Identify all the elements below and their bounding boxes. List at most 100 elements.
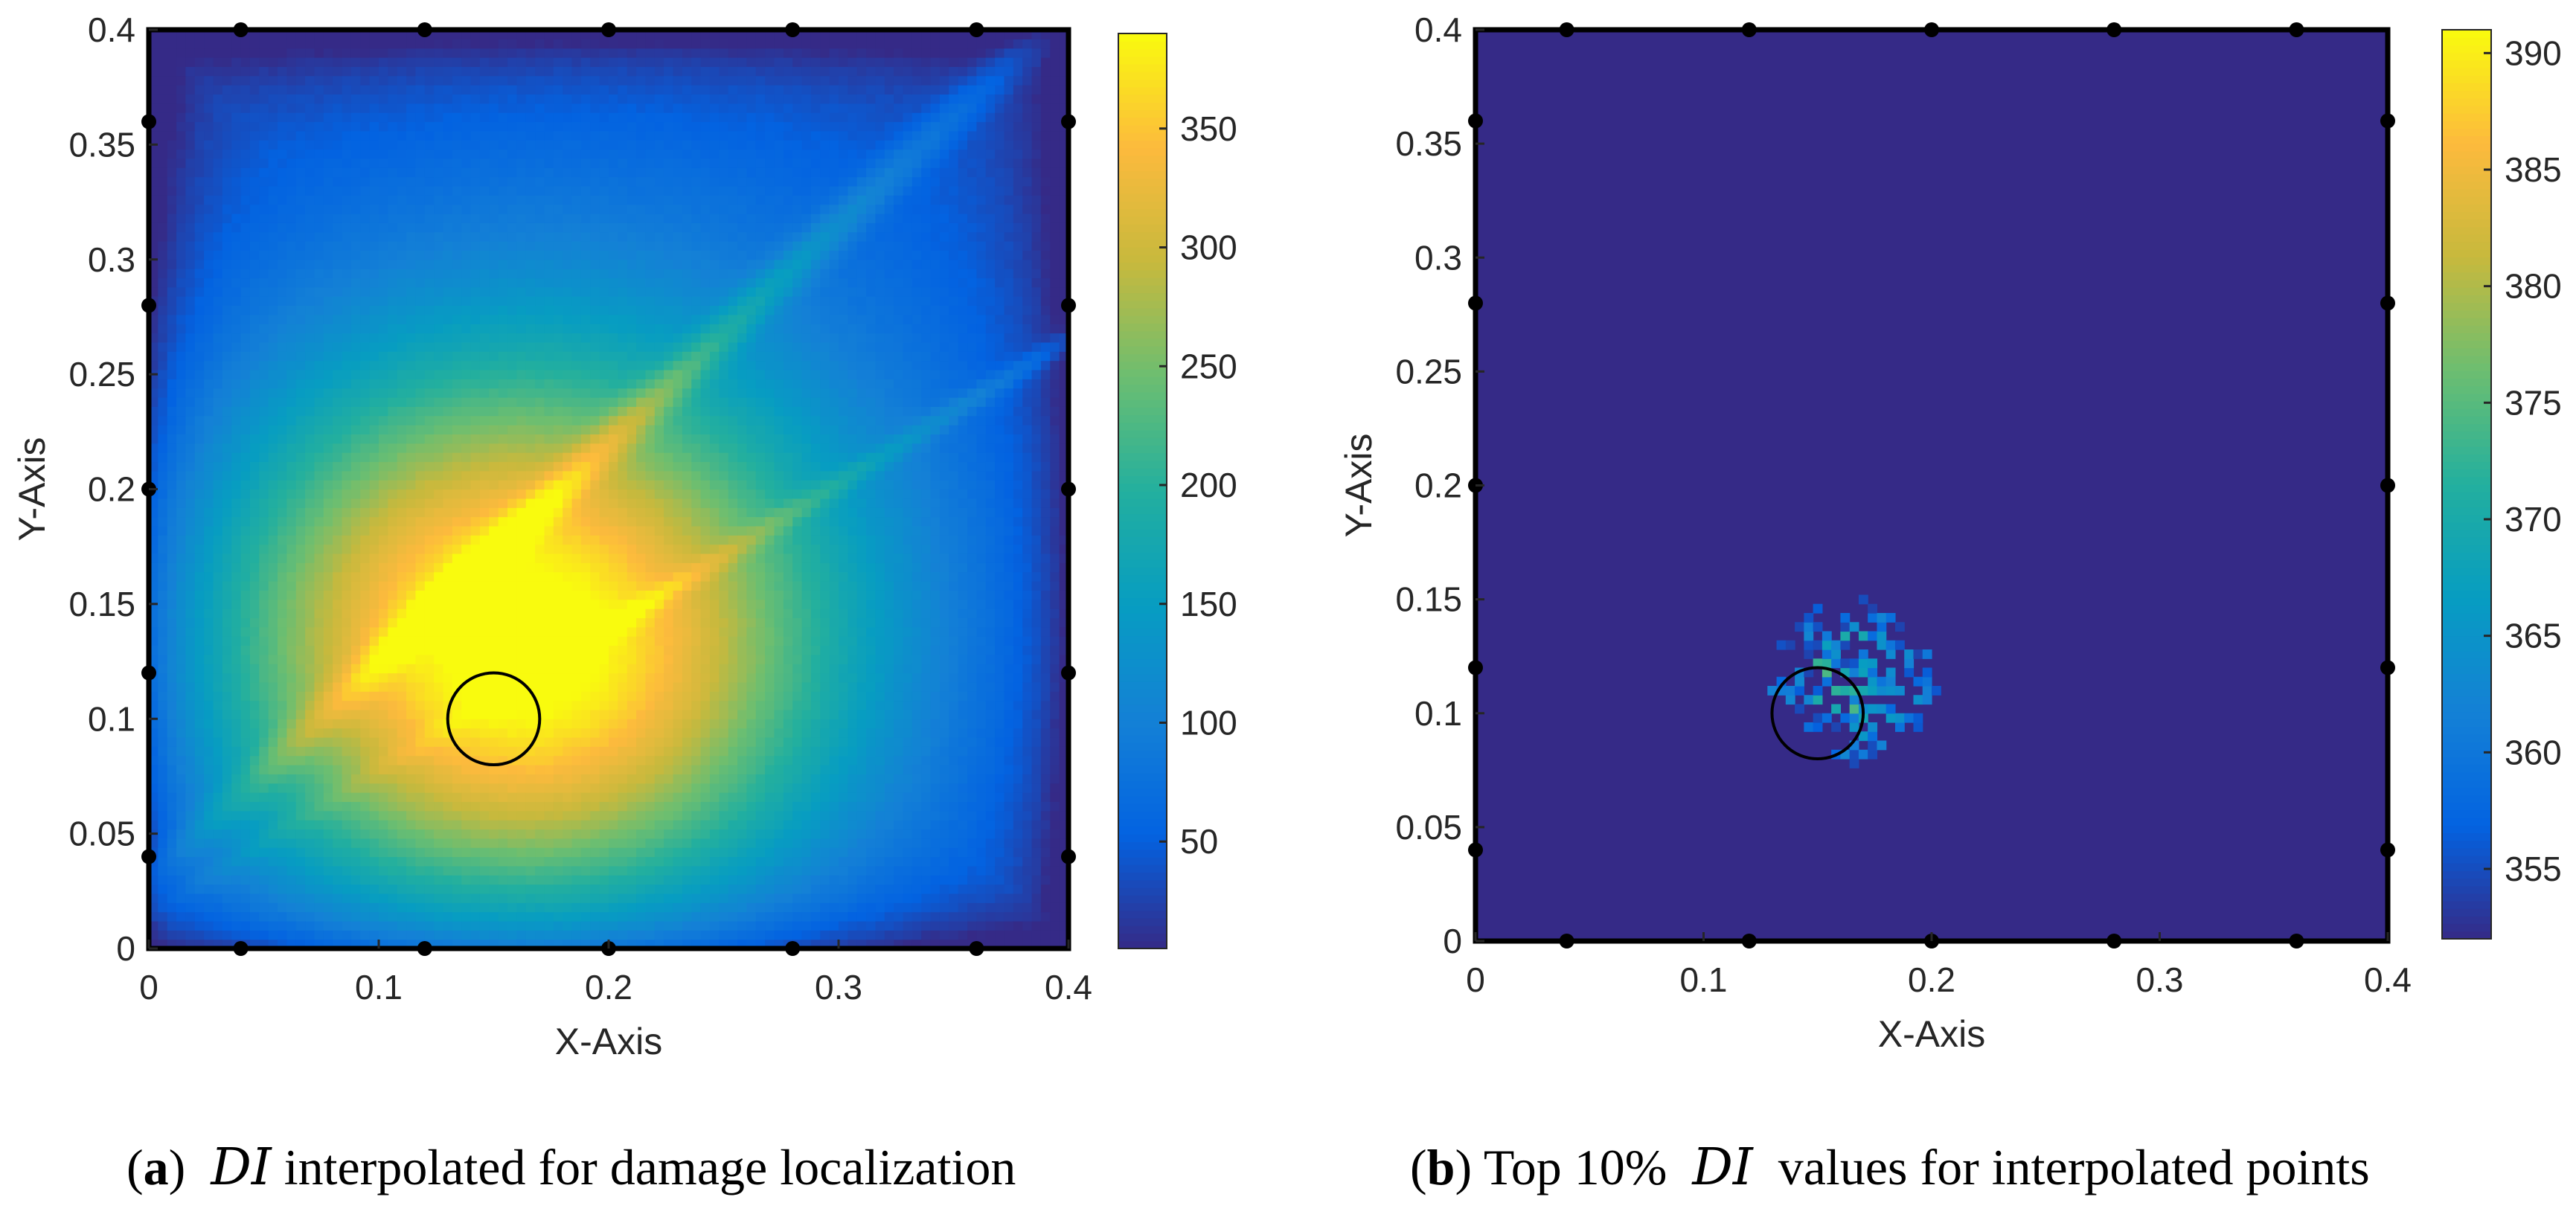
heatmap-cell xyxy=(240,48,251,58)
heatmap-cell xyxy=(222,820,232,830)
heatmap-cell xyxy=(406,434,417,444)
heatmap-cell xyxy=(461,185,472,196)
heatmap-cell xyxy=(222,66,232,77)
heatmap-cell xyxy=(535,66,545,77)
heatmap-cell xyxy=(424,920,435,931)
heatmap-cell xyxy=(470,681,481,692)
heatmap-cell xyxy=(590,654,600,664)
heatmap-cell xyxy=(535,489,545,499)
heatmap-cell xyxy=(314,590,324,600)
heatmap-cell xyxy=(452,277,462,288)
heatmap-cell xyxy=(167,654,177,664)
heatmap-cell xyxy=(286,838,297,848)
heatmap-cell xyxy=(259,379,269,389)
heatmap-cell xyxy=(388,48,398,58)
heatmap-cell xyxy=(571,847,582,858)
heatmap-cell xyxy=(379,415,388,426)
heatmap-cell xyxy=(397,397,407,407)
heatmap-cell xyxy=(590,709,600,719)
heatmap-cell xyxy=(286,214,297,223)
heatmap-cell xyxy=(590,112,600,123)
heatmap-cell xyxy=(240,774,251,784)
heatmap-cell xyxy=(590,875,600,885)
heatmap-cell xyxy=(185,305,196,315)
heatmap-cell xyxy=(388,645,398,655)
heatmap-cell xyxy=(498,765,508,774)
heatmap-cell xyxy=(360,617,371,628)
heatmap-cell xyxy=(470,241,481,251)
heatmap-cell xyxy=(249,360,260,370)
heatmap-cell xyxy=(599,847,609,858)
heatmap-cell xyxy=(489,755,499,765)
heatmap-cell xyxy=(443,214,453,223)
heatmap-cell xyxy=(204,829,214,839)
heatmap-cell xyxy=(388,214,398,223)
heatmap-cell xyxy=(278,728,287,738)
heatmap-cell xyxy=(305,810,315,821)
heatmap-cell xyxy=(222,516,232,527)
heatmap-cell xyxy=(443,856,453,867)
heatmap-cell xyxy=(176,755,187,765)
heatmap-cell xyxy=(415,231,426,242)
heatmap-cell xyxy=(479,277,490,288)
heatmap-cell xyxy=(213,810,223,821)
heatmap-cell xyxy=(590,250,600,260)
heatmap-cell xyxy=(590,425,600,434)
heatmap-cell xyxy=(535,884,545,894)
heatmap-cell xyxy=(498,140,508,150)
heatmap-cell xyxy=(424,801,435,812)
heatmap-cell xyxy=(470,847,481,858)
heatmap-cell xyxy=(194,406,205,417)
heatmap-cell xyxy=(249,865,260,876)
heatmap-cell xyxy=(580,719,591,729)
heatmap-cell xyxy=(158,176,168,187)
heatmap-cell xyxy=(434,609,444,618)
heatmap-cell xyxy=(452,379,462,389)
heatmap-cell xyxy=(350,48,361,58)
heatmap-cell xyxy=(333,360,343,370)
heatmap-cell xyxy=(323,617,333,628)
heatmap-cell xyxy=(286,231,297,242)
heatmap-cell xyxy=(516,507,527,518)
heatmap-cell xyxy=(194,728,205,738)
heatmap-cell xyxy=(406,360,417,370)
heatmap-cell xyxy=(369,130,379,141)
heatmap-cell xyxy=(525,700,536,710)
heatmap-cell xyxy=(194,746,205,757)
heatmap-cell xyxy=(259,369,269,379)
heatmap-cell xyxy=(167,103,177,113)
heatmap-cell xyxy=(249,214,260,223)
heatmap-cell xyxy=(397,911,407,922)
heatmap-cell xyxy=(544,360,554,370)
heatmap-cell xyxy=(240,746,251,757)
heatmap-cell xyxy=(323,57,333,67)
heatmap-cell xyxy=(535,820,545,830)
heatmap-cell xyxy=(516,609,527,618)
heatmap-cell xyxy=(350,893,361,903)
heatmap-cell xyxy=(443,911,453,922)
heatmap-cell xyxy=(516,911,527,922)
heatmap-cell xyxy=(204,544,214,554)
heatmap-cell xyxy=(489,333,499,343)
heatmap-cell xyxy=(424,149,435,159)
heatmap-cell xyxy=(350,884,361,894)
heatmap-cell xyxy=(553,351,563,362)
heatmap-cell xyxy=(249,820,260,830)
heatmap-cell xyxy=(479,617,490,628)
heatmap-cell xyxy=(434,792,444,802)
heatmap-cell xyxy=(507,351,517,362)
heatmap-cell xyxy=(516,360,527,370)
heatmap-cell xyxy=(222,333,232,343)
heatmap-cell xyxy=(342,664,352,674)
heatmap-cell xyxy=(470,121,481,132)
heatmap-cell xyxy=(213,801,223,812)
heatmap-cell xyxy=(544,801,554,812)
heatmap-cell xyxy=(535,617,545,628)
heatmap-cell xyxy=(231,369,242,379)
heatmap-cell xyxy=(259,562,269,573)
heatmap-cell xyxy=(369,324,379,334)
heatmap-cell xyxy=(544,525,554,536)
heatmap-cell xyxy=(167,241,177,251)
heatmap-cell xyxy=(295,553,306,563)
heatmap-cell xyxy=(305,379,315,389)
